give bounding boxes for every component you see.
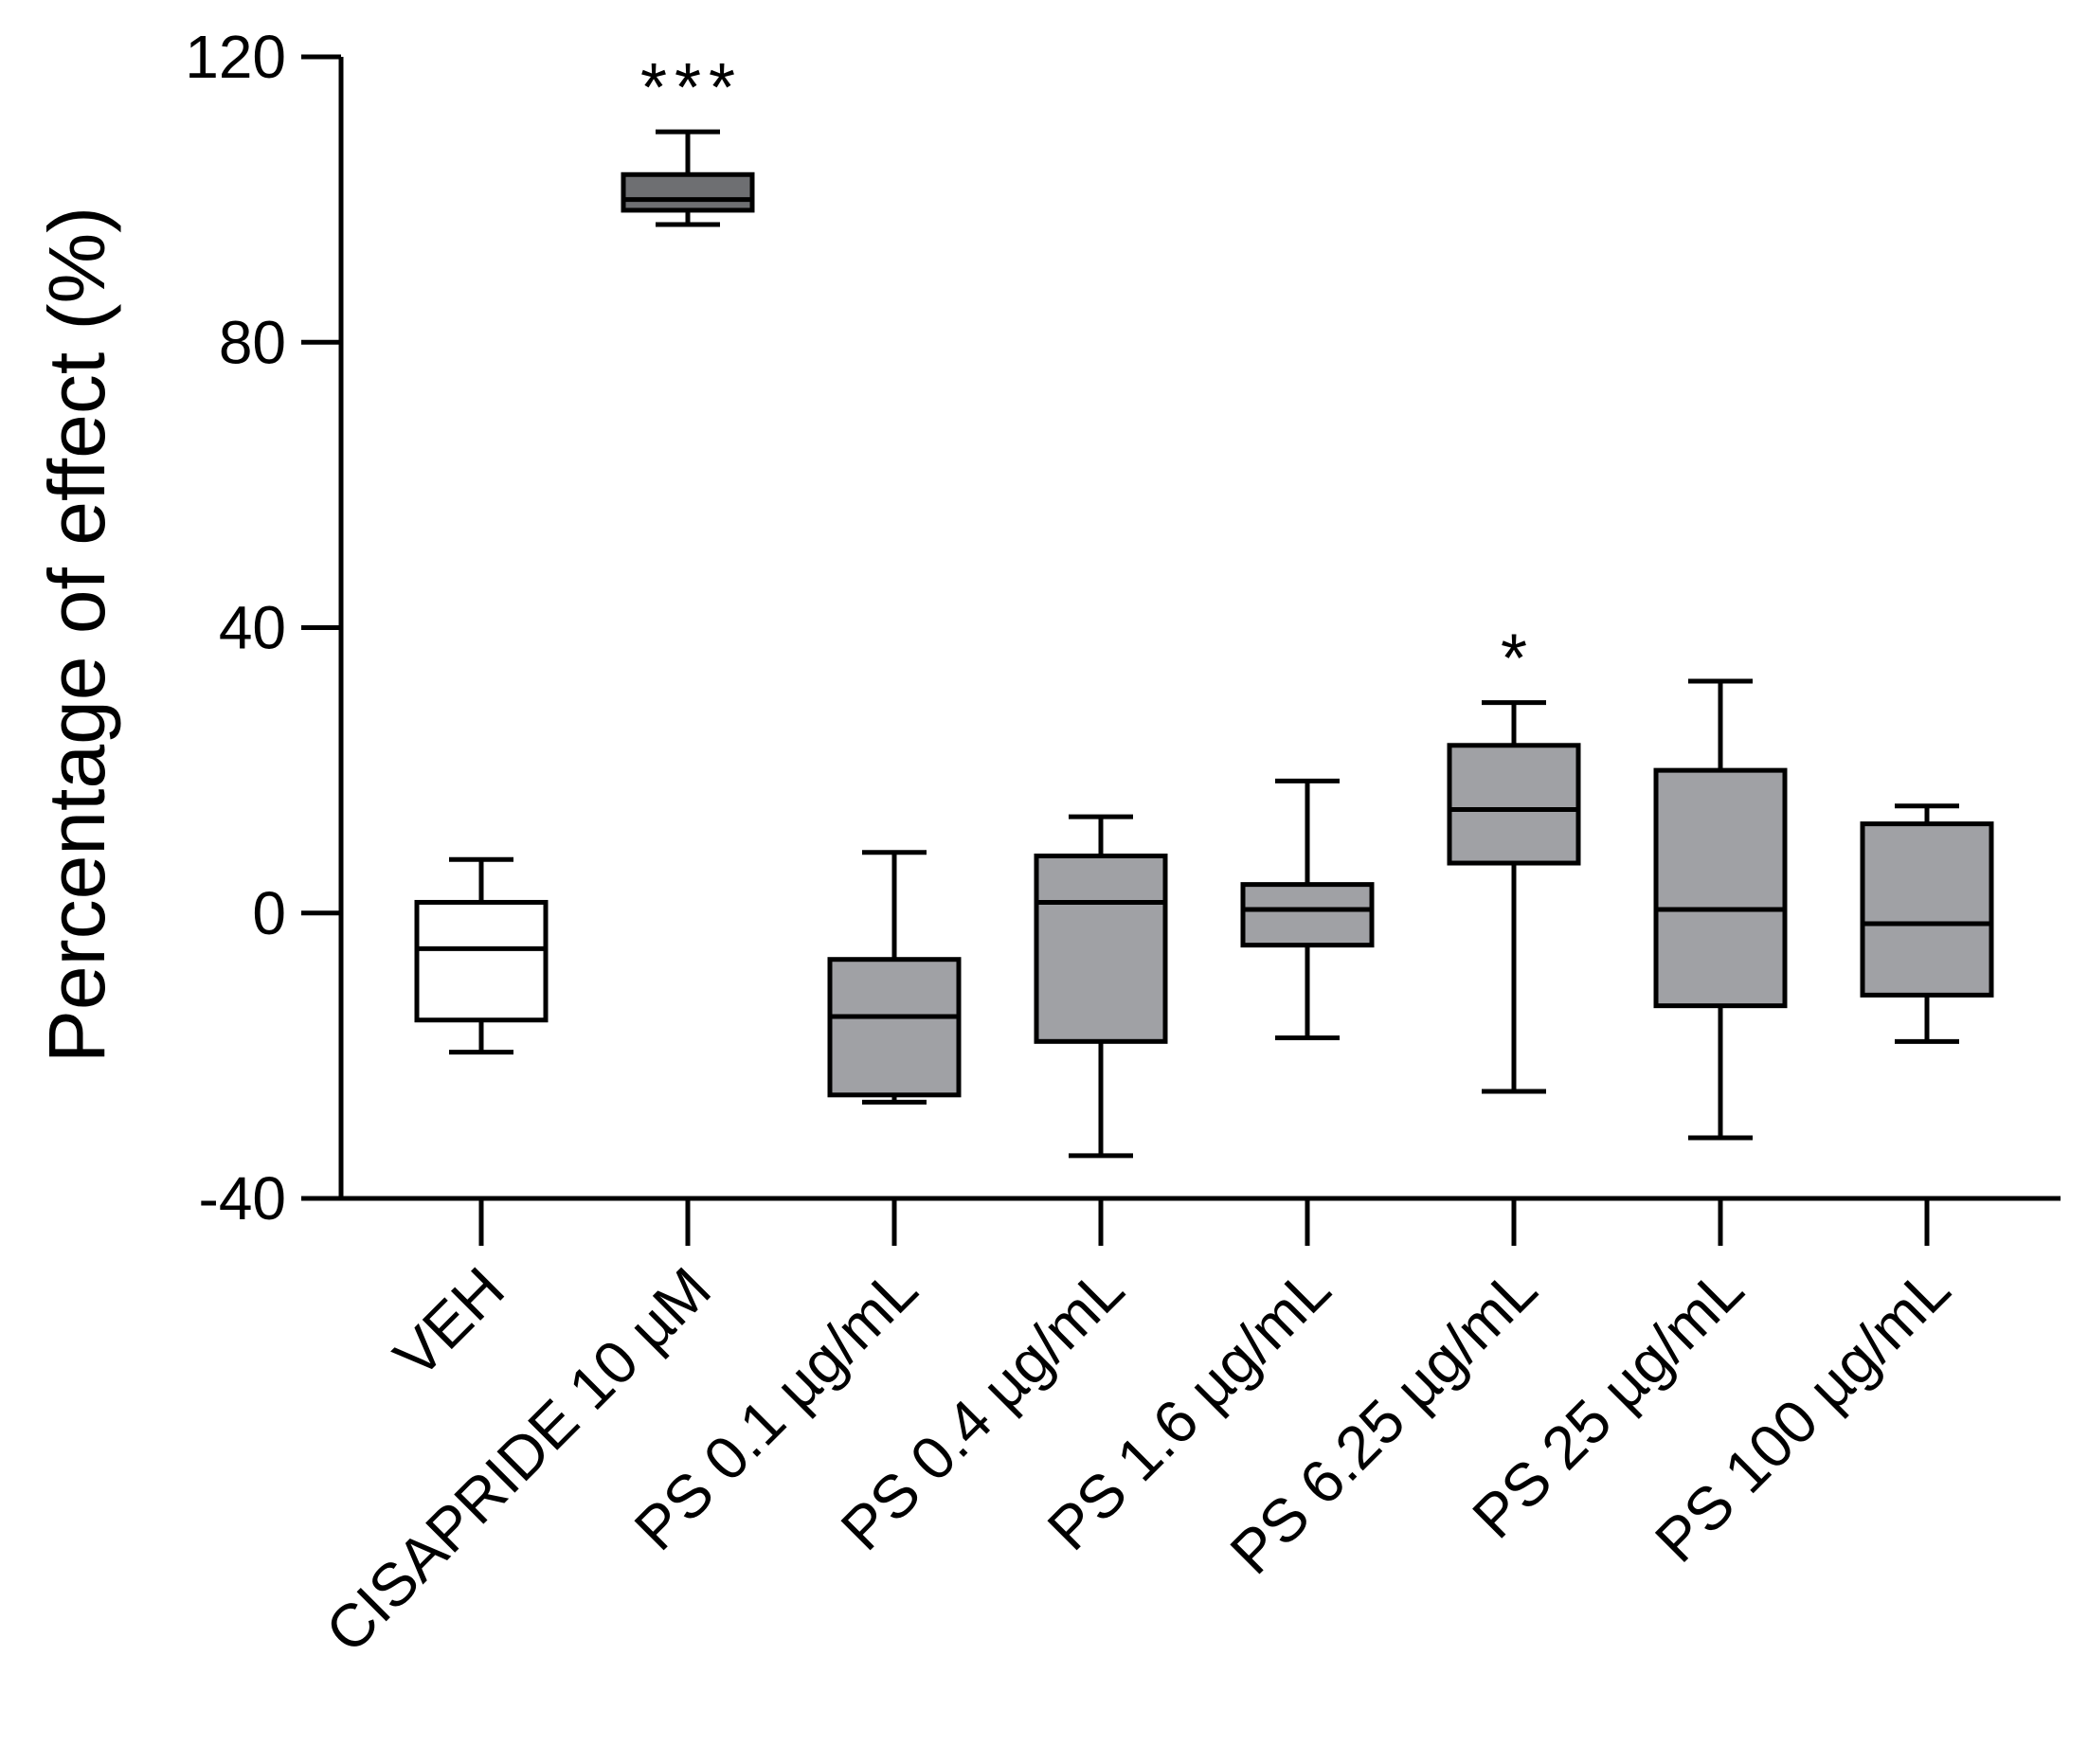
box-rect (1860, 821, 1994, 998)
box-1 (621, 129, 755, 227)
box-2 (827, 850, 962, 1105)
box-4 (1240, 778, 1375, 1041)
x-category-label: VEH (381, 1254, 517, 1391)
box-7 (1860, 803, 1994, 1044)
box-rect (1447, 743, 1581, 866)
y-axis-title: Percentage of effect (%) (32, 207, 121, 1063)
box-rect (827, 957, 962, 1098)
axes (301, 54, 2061, 1246)
x-category-label: CISAPRIDE 10 µM (313, 1254, 724, 1665)
box-5 (1447, 700, 1581, 1094)
boxes-group (414, 129, 1994, 1159)
y-tick-label: 80 (219, 308, 286, 376)
box-rect (621, 171, 755, 213)
y-tick-label: 40 (219, 594, 286, 662)
box-rect (1034, 854, 1168, 1044)
y-tick-label: 0 (252, 879, 286, 947)
box-rect (414, 899, 549, 1023)
significance-label: * (1501, 621, 1535, 697)
y-tick-label: -40 (199, 1164, 287, 1233)
y-tick-label: 120 (185, 23, 286, 91)
box-rect (1653, 767, 1788, 1009)
box-6 (1653, 678, 1788, 1141)
box-3 (1034, 814, 1168, 1159)
significance-label: *** (640, 50, 743, 126)
box-0 (414, 856, 549, 1055)
box-rect (1240, 882, 1375, 948)
